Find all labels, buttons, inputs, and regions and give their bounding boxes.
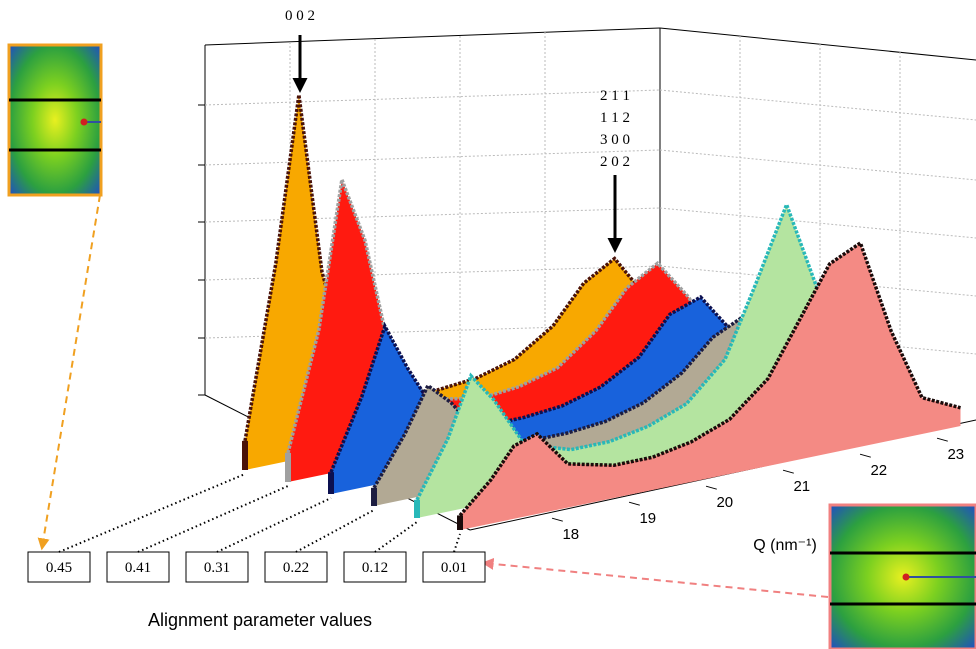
- y-axis-ticks: [198, 104, 205, 396]
- x-tick-label: 23: [947, 446, 964, 463]
- legend-connector: [216, 497, 332, 553]
- legend-label: 0.31: [204, 560, 230, 576]
- legend-label: 0.41: [125, 560, 151, 576]
- x-tick: [936, 437, 948, 442]
- connector-arrow: [37, 194, 101, 551]
- legend-connector: [374, 521, 418, 553]
- legend-connector: [137, 485, 289, 553]
- connector-arrow: [481, 557, 829, 598]
- x-tick: [705, 485, 717, 490]
- x-tick: [859, 453, 871, 458]
- x-tick: [782, 469, 794, 474]
- legend-label: 0.22: [283, 560, 309, 576]
- diffraction-image: [7, 43, 103, 197]
- peak-label: 2 0 2: [600, 154, 630, 170]
- legend-box: [106, 551, 170, 583]
- legend-label: 0.12: [362, 560, 388, 576]
- legend-title: Alignment parameter values: [148, 610, 372, 630]
- series-area: [460, 242, 961, 530]
- diffraction-image: [828, 503, 976, 649]
- peak-label: 0 0 2: [285, 8, 315, 24]
- x-tick-label: 19: [639, 510, 656, 527]
- legend-box: [422, 551, 486, 583]
- x-tick: [551, 517, 563, 522]
- x-axis-label: Q (nm⁻¹): [753, 537, 817, 554]
- peak-label: 2 1 1: [600, 88, 630, 104]
- x-tick-label: 20: [716, 494, 733, 511]
- legend-box: [264, 551, 328, 583]
- series-layer: [242, 94, 961, 530]
- x-tick-label: 18: [562, 526, 579, 543]
- legend-connector: [453, 533, 461, 553]
- legend-connector: [295, 509, 375, 553]
- legend-box: [27, 551, 91, 583]
- legend-label: 0.45: [46, 560, 72, 576]
- x-tick: [628, 501, 640, 506]
- legend-label: 0.01: [441, 560, 467, 576]
- series-edge: [458, 240, 961, 517]
- peak-label: 3 0 0: [600, 132, 630, 148]
- peak-label: 1 1 2: [600, 110, 630, 126]
- legend-connector: [58, 473, 246, 553]
- x-tick-label: 22: [870, 462, 887, 479]
- x-tick-label: 21: [793, 478, 810, 495]
